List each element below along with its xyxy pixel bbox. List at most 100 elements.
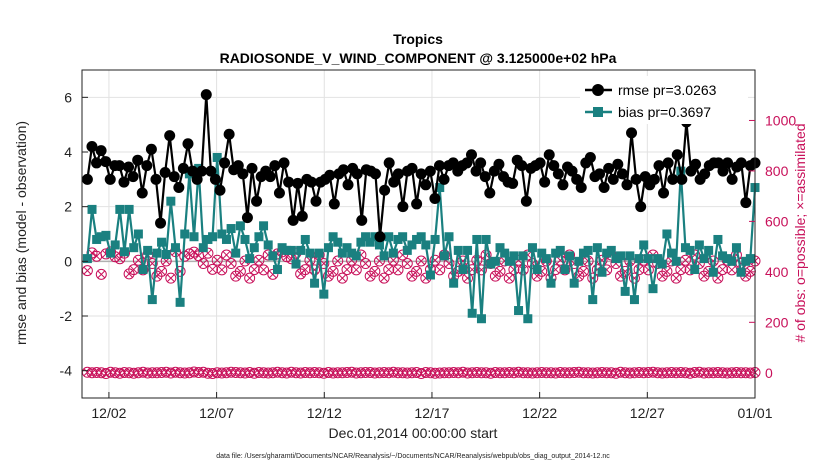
bias-point [430,234,440,244]
bias-point [555,245,565,255]
rmse-point [658,187,670,199]
bias-point [588,295,598,305]
bias-point [500,248,510,258]
bias-point [741,256,751,266]
rmse-point [155,217,167,229]
bias-point [161,250,171,259]
rmse-point [433,160,445,172]
rmse-point [671,149,683,161]
chart-subtitle: RADIOSONDE_V_WIND_COMPONENT @ 3.125000e+… [220,50,617,66]
possible-obs-circle [318,258,330,270]
rmse-point [209,173,221,185]
x-tick-label: 12/02 [91,405,126,421]
possible-obs-marker [415,255,427,267]
x-tick-label: 01/01 [737,405,772,421]
possible-obs-marker [156,265,168,277]
bias-point [240,234,250,244]
rmse-point [123,161,135,173]
rmse-point [429,192,441,204]
rmse-point [219,157,231,169]
bias-point [690,265,700,275]
bias-point [226,224,236,234]
bias-point [713,234,723,244]
bias-point [490,256,500,266]
rmse-point [182,138,194,150]
rmse-point [603,162,615,174]
possible-obs-cross [370,267,379,276]
bias-point [467,308,477,318]
bias-point [639,240,649,250]
bias-point [92,234,102,244]
rmse-point [136,187,148,199]
possible-obs-circle [336,272,348,284]
bias-point [231,248,241,258]
bias-point [634,254,644,264]
rmse-point [113,160,125,172]
bias-point [101,230,111,240]
possible-obs-marker [225,258,237,270]
possible-obs-circle [95,268,107,280]
bias-point [685,245,695,255]
possible-obs-circle [258,264,270,276]
bias-point [616,251,626,261]
rmse-point [662,157,674,169]
possible-obs-cross [435,265,444,274]
bias-point [602,248,612,258]
possible-obs-circle [309,264,321,276]
bias-point [180,229,190,239]
possible-obs-circle [332,255,344,267]
possible-obs-circle [411,265,423,277]
y-right-tick-label: 800 [765,163,789,179]
rmse-point [571,173,583,185]
possible-obs-marker [341,264,353,276]
rmse-point [667,173,679,185]
bias-point [333,237,343,247]
bias-point [731,243,741,253]
rmse-point [534,157,546,169]
legend-bias-label: bias pr=0.3697 [618,104,711,120]
rmse-point [388,176,400,188]
rmse-point [141,160,153,172]
possible-obs-circle [383,264,395,276]
possible-obs-circle [165,272,177,284]
possible-obs-circle [202,247,214,259]
assimilated-obs-circle [100,368,112,380]
possible-obs-cross [718,265,727,274]
rmse-point [191,173,203,185]
y-right-tick-label: 600 [765,213,789,229]
bias-point [416,232,426,242]
bias-point [518,251,528,261]
legend-rmse-label: rmse pr=3.0263 [618,82,717,98]
possible-obs-cross [259,265,268,274]
possible-obs-circle [494,265,506,277]
possible-obs-cross [496,267,504,276]
bias-point [300,234,310,244]
possible-obs-circle [299,264,311,276]
rmse-point [196,165,208,177]
possible-obs-cross [222,251,231,259]
rmse-point [712,157,724,169]
rmse-point [653,160,665,172]
bias-point [736,267,746,277]
rmse-point [328,198,340,210]
rmse-point [566,165,578,177]
bias-point [388,248,398,258]
bias-point [560,265,570,275]
possible-obs-cross [505,274,514,283]
possible-obs-cross [204,249,212,258]
y-axis-right: 0 200 400 600 800 1000 [749,112,796,381]
possible-obs-cross [403,259,412,268]
possible-obs-cross [343,265,351,274]
possible-obs-circle [392,264,404,276]
bias-point [170,243,180,253]
bias-point [198,243,208,253]
possible-obs-cross [199,259,208,268]
bias-point [481,234,491,244]
legend-box [580,76,748,124]
possible-obs-circle [670,272,682,284]
rmse-point [479,171,491,183]
possible-obs-cross [255,256,263,265]
y-axis-left: -4 -2 0 2 4 6 [60,89,88,379]
possible-obs-cross [115,254,124,263]
bias-point [129,243,139,253]
